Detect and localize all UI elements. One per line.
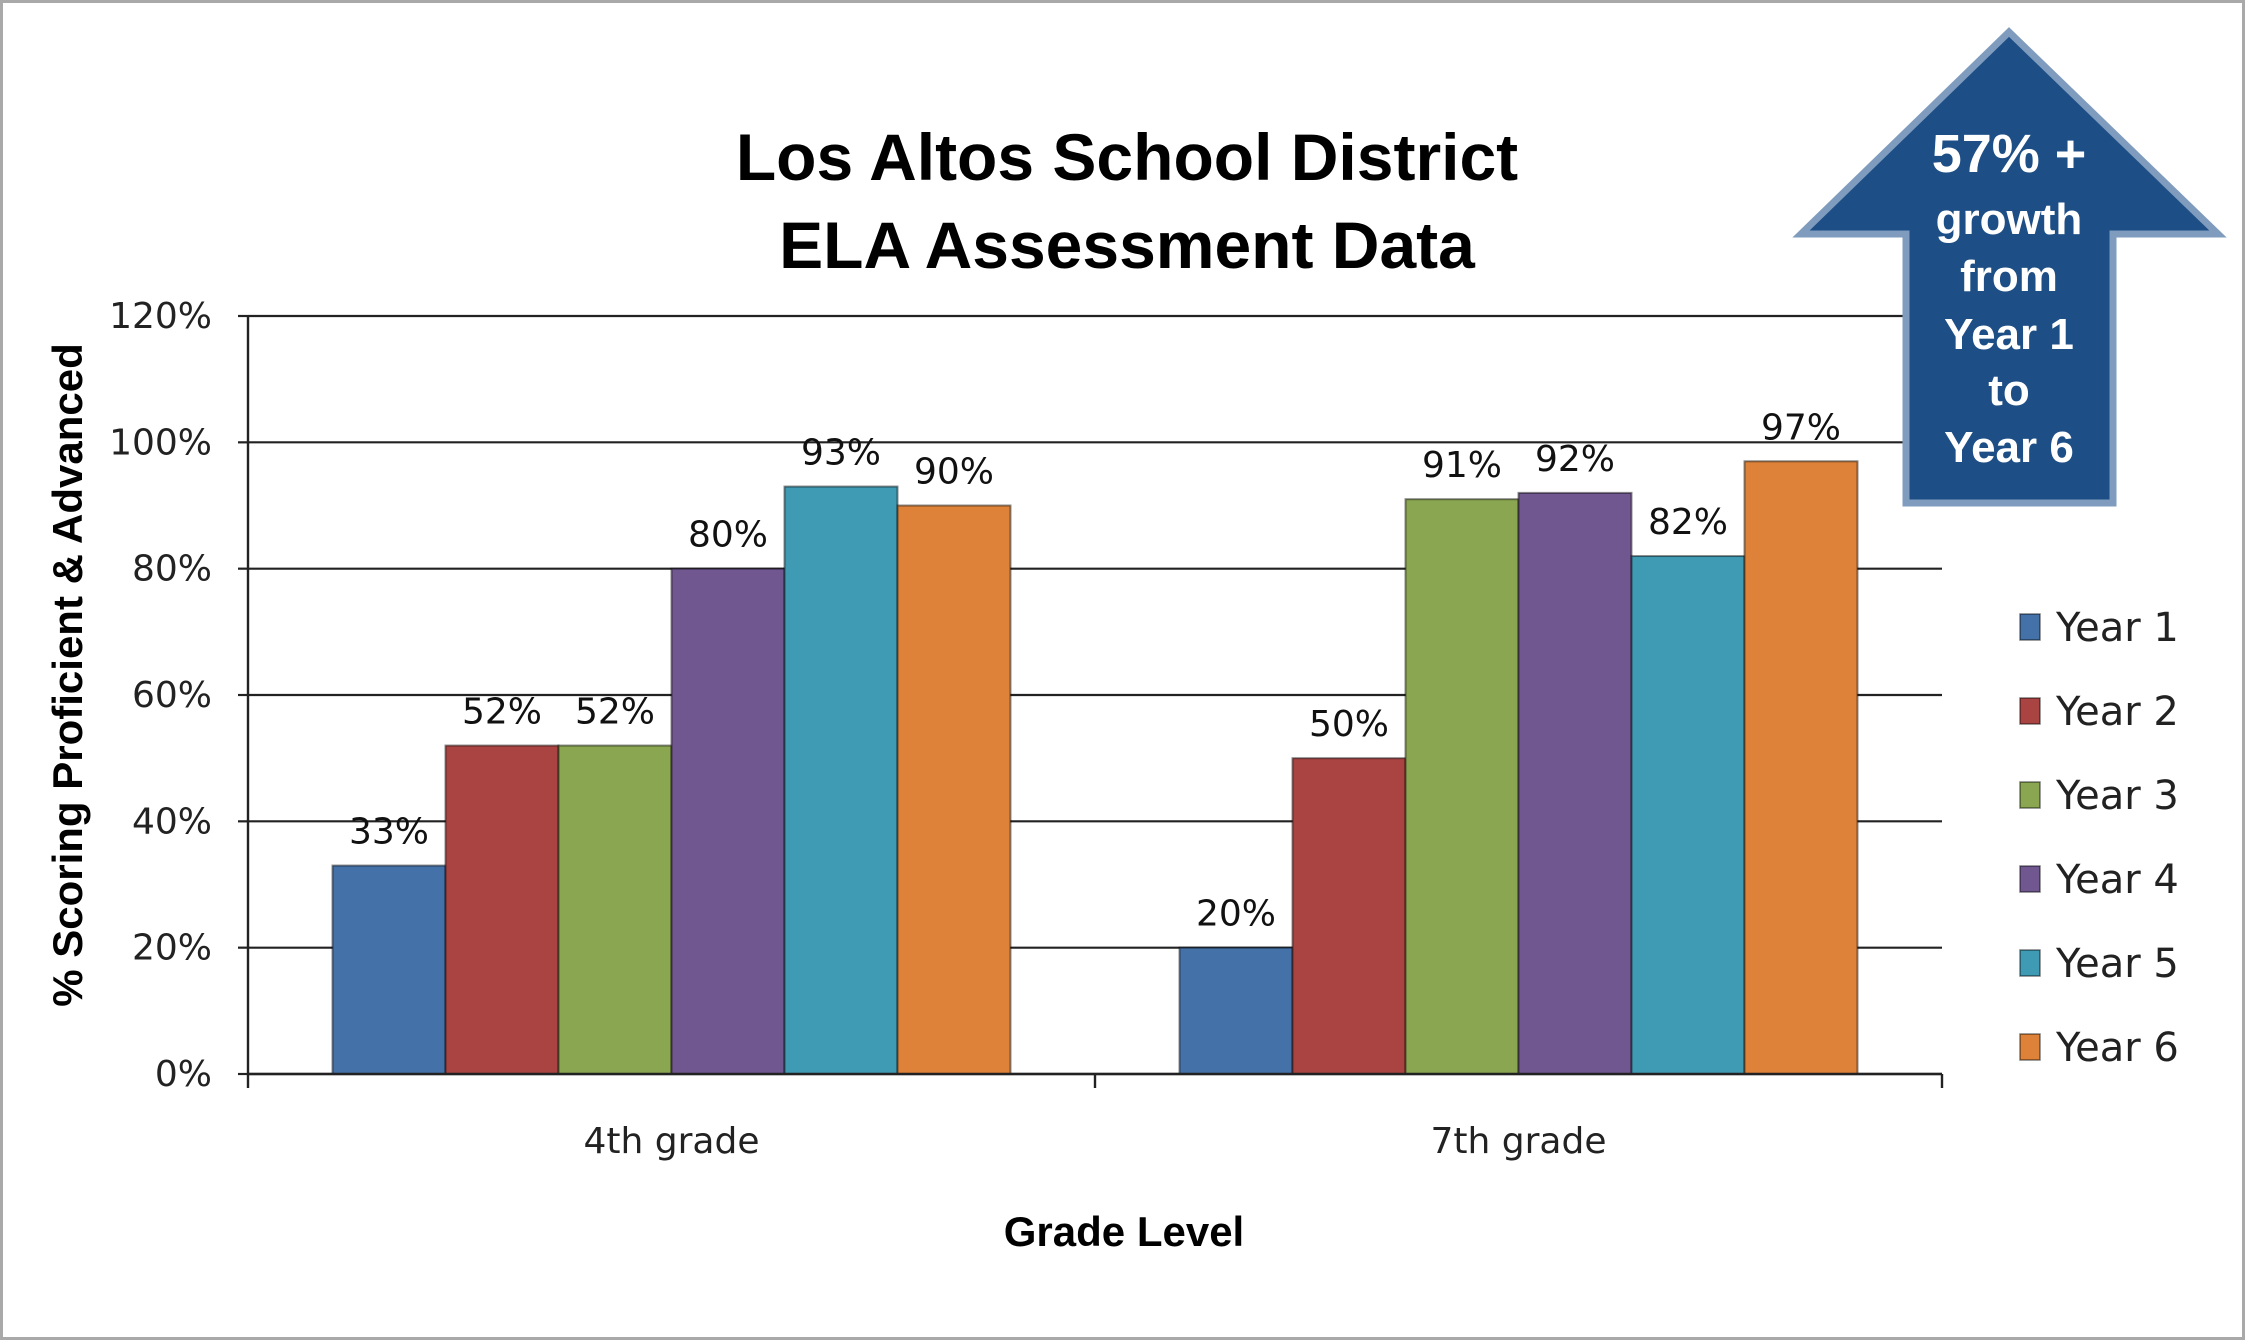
x-category-label: 4th grade — [584, 1121, 760, 1162]
legend: Year 1 Year 2 Year 3 Year 4 Year 5 Year 6 — [2019, 605, 2179, 1071]
legend-swatch — [2019, 697, 2041, 725]
legend-swatch — [2019, 781, 2041, 809]
growth-callout-arrow: 57% + growth from Year 1 to Year 6 — [1792, 27, 2227, 507]
chart-title: Los Altos School District ELA Assessment… — [736, 120, 1518, 282]
legend-label: Year 1 — [2055, 605, 2179, 651]
bar — [1291, 757, 1407, 1076]
data-labels: 33% 52% 52% 80% 93% 90% 20% 50% 91% 92% 82% 97% — [349, 407, 1841, 934]
y-tick-label: 120% — [109, 296, 212, 337]
legend-label: Year 6 — [2055, 1025, 2179, 1071]
y-tick-label: 80% — [132, 549, 212, 590]
bar — [783, 485, 899, 1075]
bar — [1404, 498, 1520, 1075]
callout-text-line: growth — [1936, 195, 2083, 244]
callout-text-line: to — [1988, 366, 2030, 415]
callout-text-line: Year 1 — [1944, 310, 2074, 359]
y-tick-label: 40% — [132, 801, 212, 842]
data-label: 20% — [1196, 894, 1276, 935]
bar — [1630, 555, 1746, 1075]
data-label: 91% — [1422, 445, 1502, 486]
bars — [331, 460, 1859, 1076]
y-axis-ticks: 0% 20% 40% 60% 80% 100% 120% — [109, 296, 248, 1095]
callout-text-line: Year 6 — [1944, 423, 2074, 472]
legend-swatch — [2019, 865, 2041, 893]
chart-title-line-2: ELA Assessment Data — [779, 208, 1476, 282]
bar — [896, 504, 1012, 1075]
data-label: 97% — [1761, 407, 1841, 448]
bar — [557, 744, 673, 1075]
legend-swatch — [2019, 949, 2041, 977]
legend-swatch — [2019, 1033, 2041, 1061]
data-label: 80% — [688, 515, 768, 556]
data-label: 92% — [1535, 439, 1615, 480]
y-axis-title: % Scoring Proficient & Advanced — [44, 343, 91, 1007]
bar — [1178, 946, 1294, 1076]
bar — [1517, 491, 1633, 1076]
callout-arrow-shape — [1792, 27, 2227, 507]
bar — [1743, 460, 1859, 1075]
bar — [331, 864, 447, 1075]
y-tick-label: 0% — [155, 1054, 212, 1095]
data-label: 52% — [575, 692, 655, 733]
x-axis-title: Grade Level — [1004, 1208, 1244, 1255]
data-label: 52% — [462, 692, 542, 733]
data-label: 93% — [801, 433, 881, 474]
data-label: 50% — [1309, 704, 1389, 745]
x-category-label: 7th grade — [1431, 1121, 1607, 1162]
legend-label: Year 5 — [2055, 941, 2179, 987]
legend-label: Year 4 — [2055, 857, 2179, 903]
callout-text-line: 57% + — [1932, 124, 2087, 184]
data-label: 90% — [914, 452, 994, 493]
callout-text-line: from — [1960, 252, 2058, 301]
y-tick-label: 100% — [109, 422, 212, 463]
x-axis-categories: 4th grade 7th grade — [584, 1121, 1607, 1162]
bar — [444, 744, 560, 1075]
axes — [246, 316, 1944, 1088]
legend-label: Year 3 — [2055, 773, 2179, 819]
y-tick-label: 20% — [132, 928, 212, 969]
legend-label: Year 2 — [2055, 689, 2179, 735]
data-label: 33% — [349, 812, 429, 853]
bar — [670, 567, 786, 1076]
y-tick-label: 60% — [132, 675, 212, 716]
data-label: 82% — [1648, 502, 1728, 543]
legend-swatch — [2019, 613, 2041, 641]
chart-title-line-1: Los Altos School District — [736, 120, 1518, 194]
